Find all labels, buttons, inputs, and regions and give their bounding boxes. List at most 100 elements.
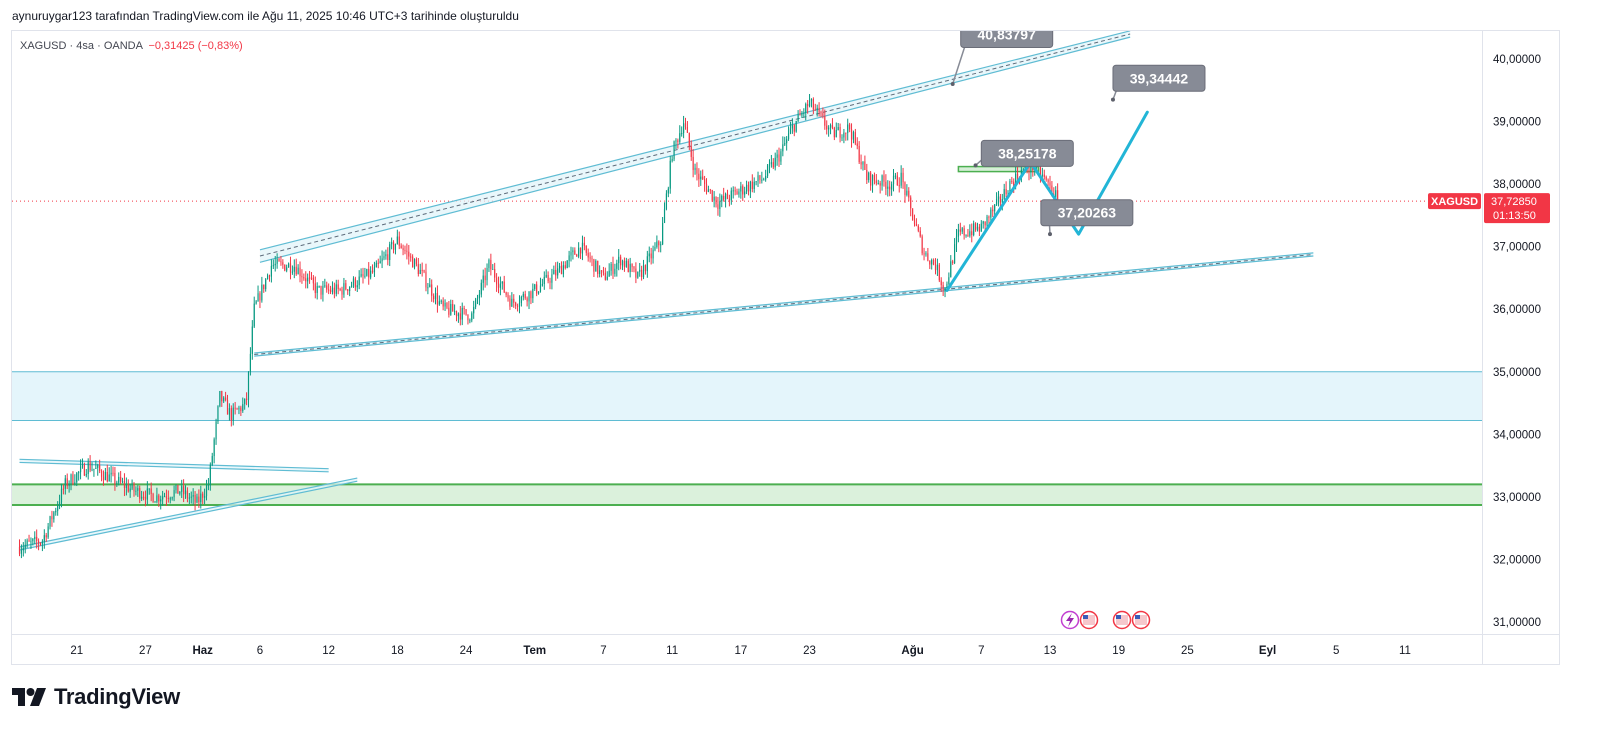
tradingview-brand[interactable]: TradingView (12, 684, 180, 710)
candle-body (125, 484, 127, 488)
candle-body (352, 278, 355, 286)
event-icons[interactable] (1060, 610, 1151, 630)
candle-body (929, 260, 931, 265)
candle-body (87, 462, 89, 474)
source-label: OANDA (103, 40, 143, 52)
candle-body (904, 182, 906, 195)
candle-body (446, 302, 448, 308)
candle-body (412, 256, 414, 268)
candle-body (784, 143, 786, 145)
candle-body (213, 439, 215, 457)
candle-body (421, 269, 423, 271)
us-flag-event-icon (1135, 615, 1140, 619)
candle-body (142, 496, 145, 498)
candle-body (511, 298, 513, 307)
candle-body (475, 299, 477, 307)
candle-body (83, 464, 85, 476)
candle-body (454, 311, 456, 313)
candle-body (820, 111, 822, 114)
candle-body (831, 125, 834, 128)
candle-body (461, 308, 463, 320)
candle-body (106, 472, 108, 482)
candle-body (202, 493, 204, 498)
support-zone (12, 484, 1482, 505)
candle-body (587, 252, 589, 258)
candle-body (654, 246, 656, 250)
time-axis[interactable]: 21 27 Haz 6 12 18 24 Tem 7 11 17 23 Ağu 7 13 19 25 Eyl 5 11 (70, 645, 1411, 657)
channel-lower-line (19, 480, 358, 551)
candle-body (891, 184, 893, 190)
candle-body (713, 196, 715, 201)
candle-body (431, 284, 433, 296)
candle-body (896, 175, 898, 186)
candle-body (524, 293, 526, 299)
candle-body (97, 465, 99, 468)
candle-body (808, 100, 811, 107)
price-tag: XAGUSD 37,72850 01:13:50 (1428, 193, 1550, 224)
callout-anchor (973, 163, 978, 168)
candle-body (952, 261, 954, 263)
candle-body (734, 190, 736, 192)
time-tick-label: 7 (600, 645, 606, 657)
candle-body (612, 263, 614, 274)
candle-body (994, 204, 996, 212)
candle-body (671, 159, 673, 161)
candle-body (665, 193, 668, 209)
candle-body (898, 185, 900, 187)
candle-body (984, 221, 986, 226)
candle-body (333, 287, 335, 294)
candle-body (310, 277, 313, 279)
candle-body (337, 284, 339, 290)
candle-body (39, 543, 42, 545)
time-tick-label: 12 (322, 645, 335, 657)
candle-body (709, 189, 711, 191)
candle-body (740, 186, 742, 192)
candle-body (841, 137, 843, 139)
candle-body (1022, 169, 1024, 171)
candle-body (747, 184, 750, 192)
candle-body (599, 270, 601, 275)
time-tick-label: 24 (460, 645, 473, 657)
candle-body (284, 264, 286, 271)
candle-body (810, 99, 813, 101)
price-axis[interactable]: 40,00000 39,00000 38,00000 37,00000 36,00000… (1493, 54, 1541, 629)
price-tick-label: 34,00000 (1493, 429, 1541, 441)
candle-body (295, 266, 297, 275)
candle-body (1030, 161, 1032, 173)
candle-body (391, 242, 393, 245)
candle-body (223, 397, 225, 402)
candle-body (854, 132, 856, 144)
candle-body (953, 244, 956, 263)
candle-body (772, 162, 774, 168)
chart-frame[interactable] (11, 30, 1560, 665)
candle-body (448, 307, 450, 315)
candle-body (364, 275, 366, 277)
candle-body (152, 493, 154, 503)
candle-body (135, 490, 137, 492)
candle-body (55, 510, 57, 513)
candle-body (1013, 181, 1015, 187)
candle-body (518, 303, 521, 307)
candle-body (114, 472, 116, 484)
interval-label[interactable]: 4sa (76, 40, 95, 52)
candle-body (278, 259, 280, 262)
symbol-legend[interactable]: XAGUSD · 4sa · OANDA −0,31425 (−0,83%) (20, 40, 243, 52)
candle-body (307, 277, 309, 282)
candle-body (913, 220, 916, 225)
candle-body (648, 253, 650, 257)
candle-body (503, 281, 505, 293)
candle-body (789, 128, 792, 134)
candle-body (148, 488, 150, 490)
candle-body (1009, 181, 1011, 195)
candle-body (730, 190, 732, 201)
candle-body (847, 124, 849, 133)
candle-body (522, 293, 524, 297)
symbol-name[interactable]: XAGUSD (20, 40, 67, 52)
candle-body (557, 268, 559, 276)
candle-body (778, 154, 780, 162)
candle-body (1041, 174, 1043, 176)
candle-body (797, 114, 799, 121)
candle-body (314, 283, 316, 293)
candle-body (492, 269, 494, 271)
